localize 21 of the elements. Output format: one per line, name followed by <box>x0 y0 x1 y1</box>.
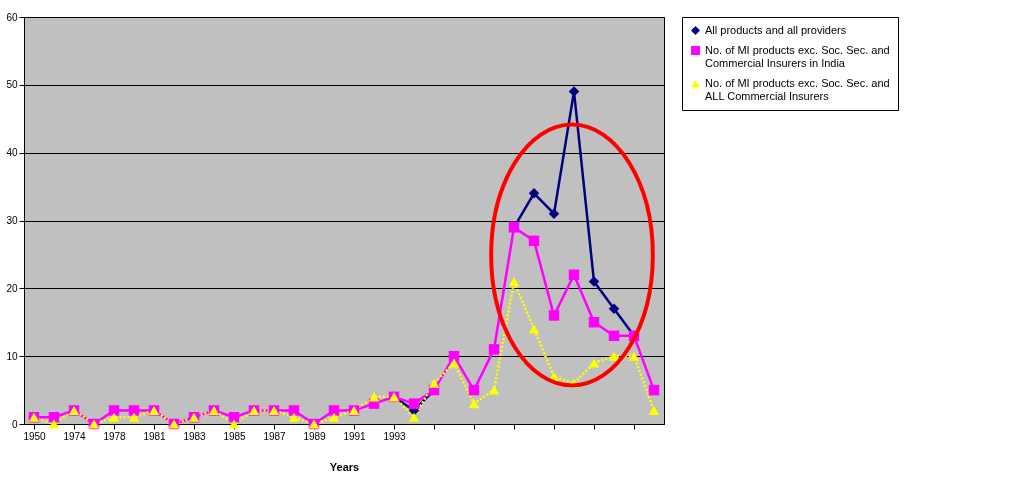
y-tick-label: 0 <box>11 418 18 430</box>
y-tick-label: 60 <box>6 11 18 23</box>
y-tick-label: 30 <box>6 215 18 226</box>
x-tick-label: 1950 <box>23 430 47 442</box>
x-tick-label: 1978 <box>103 430 127 442</box>
legend-label: No. of MI products exc. Soc. Sec. and ALL Commercial Insurers <box>705 76 890 102</box>
x-axis-title: Years <box>329 460 360 473</box>
y-tick-label: 20 <box>6 282 18 294</box>
y-tick-label: 40 <box>6 147 18 159</box>
x-tick-label: 1989 <box>303 430 327 442</box>
x-tick-label: 1983 <box>183 430 207 442</box>
legend-label: No. of MI products exc. Soc. Sec. and Commercial Insurers in India <box>705 43 890 69</box>
x-tick-label: 1981 <box>143 430 167 442</box>
x-tick-label: 1991 <box>343 430 367 442</box>
y-tick-label: 50 <box>6 79 18 91</box>
y-tick-label: 10 <box>6 350 18 362</box>
legend-label: All products and all providers <box>705 23 847 36</box>
x-tick-label: 1993 <box>383 430 407 442</box>
x-tick-label: 1987 <box>263 430 287 442</box>
x-tick-label: 1985 <box>223 430 247 442</box>
x-tick-label: 1974 <box>63 430 87 442</box>
